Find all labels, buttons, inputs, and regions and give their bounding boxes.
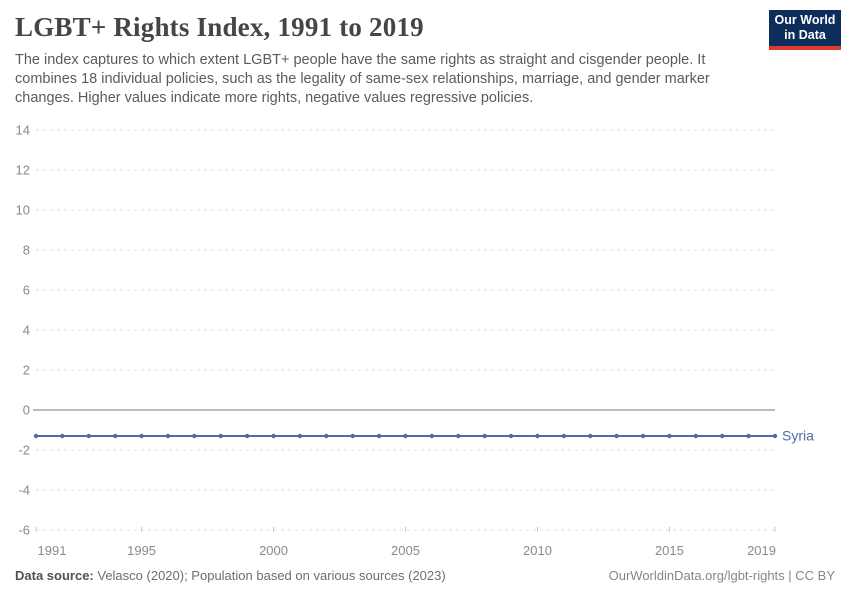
data-point <box>350 433 355 439</box>
data-point <box>508 433 514 439</box>
x-tick-label: 1991 <box>38 543 67 558</box>
chart-subtitle: The index captures to which extent LGBT+… <box>15 52 710 106</box>
data-point <box>588 433 593 439</box>
data-point <box>482 433 487 439</box>
data-point <box>561 433 567 439</box>
data-point <box>403 433 408 439</box>
x-tick-label: 2015 <box>655 543 684 558</box>
data-point <box>324 433 329 439</box>
y-tick-label: 0 <box>23 403 30 418</box>
y-tick-label: -6 <box>18 523 30 538</box>
entity-label-syria[interactable]: Syria <box>782 428 814 444</box>
data-point <box>112 433 118 439</box>
data-point <box>693 433 699 439</box>
y-tick-label: 12 <box>16 163 30 178</box>
x-tick-label: 2005 <box>391 543 420 558</box>
data-point <box>746 433 751 439</box>
y-tick-label: 10 <box>16 203 30 218</box>
data-point <box>165 433 171 439</box>
owid-logo-line1: Our World <box>774 13 836 27</box>
y-tick-label: 6 <box>23 283 30 298</box>
y-tick-label: 4 <box>23 323 30 338</box>
owid-logo[interactable]: Our World in Data <box>769 10 841 50</box>
data-point <box>772 433 778 439</box>
data-point <box>60 433 65 439</box>
data-point <box>139 433 144 439</box>
data-point <box>244 433 250 439</box>
chart-footer: Data source: Velasco (2020); Population … <box>15 568 835 583</box>
data-point <box>376 433 382 439</box>
data-source-label: Data source: <box>15 568 94 583</box>
y-tick-label: -4 <box>18 483 30 498</box>
data-point <box>429 433 435 439</box>
data-source-text: Velasco (2020); Population based on vari… <box>93 568 446 583</box>
data-point <box>218 433 223 439</box>
x-tick-label: 2000 <box>259 543 288 558</box>
y-tick-label: 2 <box>23 363 30 378</box>
data-point <box>33 433 39 439</box>
data-point <box>86 433 91 439</box>
data-point <box>456 433 461 439</box>
x-tick-label: 2019 <box>747 543 776 558</box>
data-point <box>271 433 276 439</box>
footer-link[interactable]: OurWorldinData.org/lgbt-rights | CC BY <box>608 568 835 583</box>
chart-title: LGBT+ Rights Index, 1991 to 2019 <box>15 12 424 42</box>
x-tick-label: 2010 <box>523 543 552 558</box>
data-point <box>640 433 646 439</box>
data-point <box>297 433 303 439</box>
data-point <box>192 433 197 439</box>
data-point <box>614 433 619 439</box>
y-tick-label: 14 <box>16 123 30 138</box>
x-tick-label: 1995 <box>127 543 156 558</box>
y-tick-label: -2 <box>18 443 30 458</box>
owid-logo-line2: in Data <box>784 28 826 42</box>
data-point <box>667 433 672 439</box>
data-point <box>535 433 540 439</box>
data-source: Data source: Velasco (2020); Population … <box>15 568 446 583</box>
y-tick-label: 8 <box>23 243 30 258</box>
data-point <box>720 433 725 439</box>
